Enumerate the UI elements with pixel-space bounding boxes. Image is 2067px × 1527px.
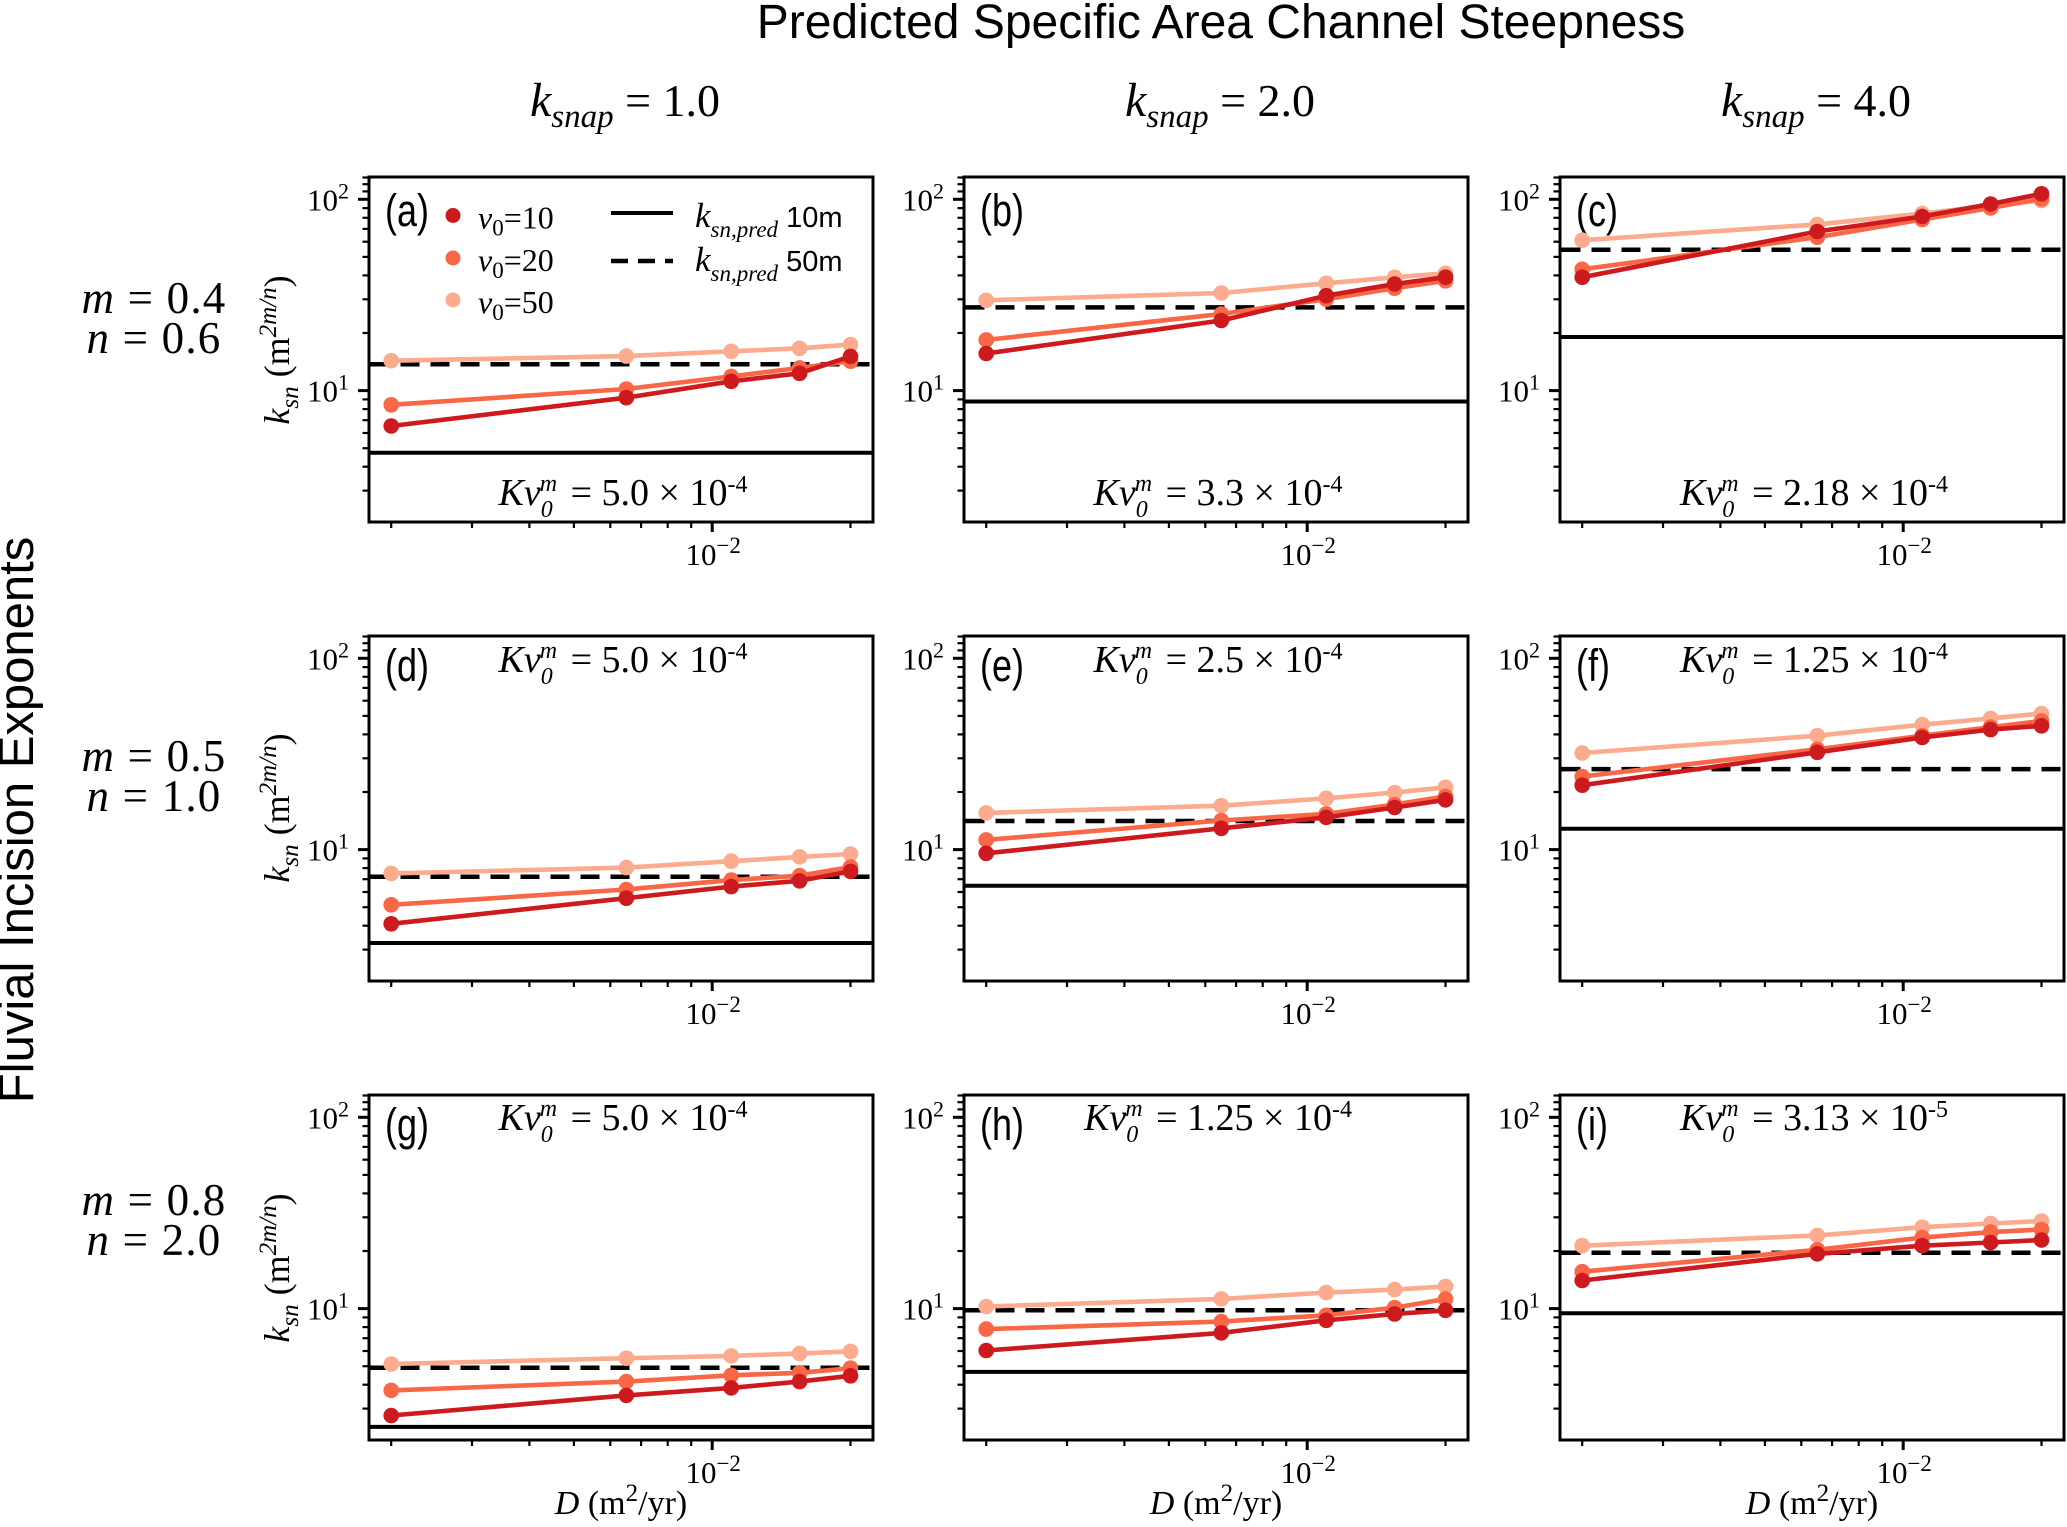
svg-text:(f): (f) xyxy=(1576,640,1610,691)
svg-text:ksn (m2m/n): ksn (m2m/n) xyxy=(255,733,304,882)
svg-text:v0=50: v0=50 xyxy=(478,284,554,325)
svg-text:Kv0m = 5.0 × 10-4: Kv0m = 5.0 × 10-4 xyxy=(498,471,748,523)
svg-text:Predicted Specific Area Channe: Predicted Specific Area Channel Steepnes… xyxy=(757,0,1686,49)
svg-text:ksn,pred 50m: ksn,pred 50m xyxy=(695,240,843,286)
svg-text:Kv0m = 5.0 × 10-4: Kv0m = 5.0 × 10-4 xyxy=(498,1096,748,1148)
svg-text:(i): (i) xyxy=(1576,1099,1608,1150)
svg-text:D (m2/yr): D (m2/yr) xyxy=(1149,1480,1282,1522)
svg-text:Kv0m = 1.25 × 10-4: Kv0m = 1.25 × 10-4 xyxy=(1083,1096,1352,1148)
svg-text:101: 101 xyxy=(307,1288,349,1327)
svg-text:ksnap = 4.0: ksnap = 4.0 xyxy=(1721,74,1911,135)
svg-text:D (m2/yr): D (m2/yr) xyxy=(554,1480,687,1522)
svg-text:ksn (m2m/n): ksn (m2m/n) xyxy=(255,1193,304,1342)
svg-text:Kv0m = 3.13 × 10-5: Kv0m = 3.13 × 10-5 xyxy=(1679,1096,1948,1148)
svg-text:Kv0m = 5.0 × 10-4: Kv0m = 5.0 × 10-4 xyxy=(498,638,748,690)
svg-text:Kv0m = 3.3 × 10-4: Kv0m = 3.3 × 10-4 xyxy=(1093,471,1343,523)
svg-text:ksn (m2m/n): ksn (m2m/n) xyxy=(255,275,304,424)
svg-text:n = 1.0: n = 1.0 xyxy=(86,771,221,821)
svg-text:n = 0.6: n = 0.6 xyxy=(86,313,221,363)
svg-text:n = 2.0: n = 2.0 xyxy=(86,1215,221,1265)
svg-text:(c): (c) xyxy=(1576,185,1618,236)
svg-text:10−2: 10−2 xyxy=(1280,1451,1335,1490)
svg-text:10−2: 10−2 xyxy=(685,533,740,572)
svg-text:D (m2/yr): D (m2/yr) xyxy=(1745,1480,1878,1522)
svg-text:m = 0.8: m = 0.8 xyxy=(81,1175,226,1225)
svg-text:ksnap = 1.0: ksnap = 1.0 xyxy=(530,74,720,135)
svg-text:m = 0.4: m = 0.4 xyxy=(81,273,226,323)
svg-text:(b): (b) xyxy=(980,185,1024,236)
svg-text:Kv0m = 2.5 × 10-4: Kv0m = 2.5 × 10-4 xyxy=(1093,638,1343,690)
svg-text:m = 0.5: m = 0.5 xyxy=(81,731,226,781)
svg-text:(h): (h) xyxy=(980,1099,1024,1150)
svg-text:v0=20: v0=20 xyxy=(478,242,554,283)
svg-text:ksn,pred 10m: ksn,pred 10m xyxy=(695,196,843,242)
svg-text:(e): (e) xyxy=(980,640,1024,691)
svg-text:v0=10: v0=10 xyxy=(478,200,554,241)
svg-text:(g): (g) xyxy=(385,1099,429,1150)
svg-text:ksnap = 2.0: ksnap = 2.0 xyxy=(1125,74,1315,135)
svg-text:(d): (d) xyxy=(385,640,429,691)
svg-text:Kv0m = 1.25 × 10-4: Kv0m = 1.25 × 10-4 xyxy=(1679,638,1948,690)
svg-text:Kv0m = 2.18 × 10-4: Kv0m = 2.18 × 10-4 xyxy=(1679,471,1948,523)
svg-text:(a): (a) xyxy=(385,185,429,236)
svg-text:10−2: 10−2 xyxy=(1280,992,1335,1031)
svg-text:Fluvial Incision Exponents: Fluvial Incision Exponents xyxy=(0,537,44,1104)
